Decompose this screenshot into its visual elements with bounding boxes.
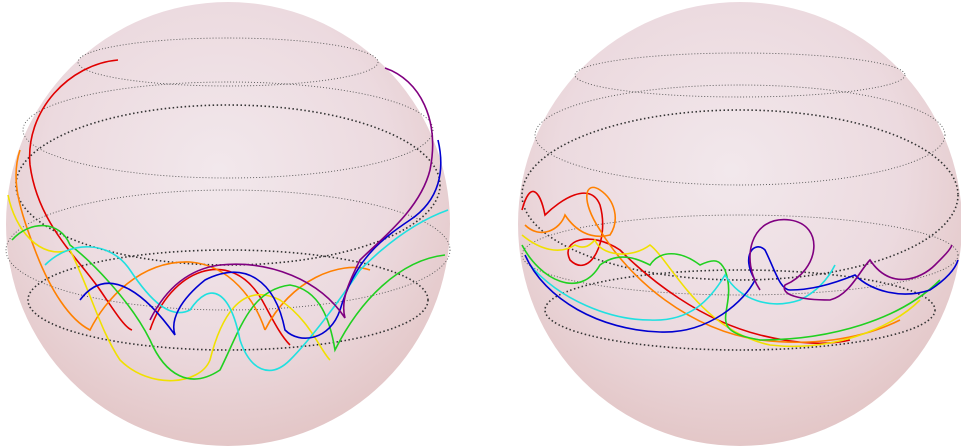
curve <box>529 264 836 321</box>
latitude <box>77 37 379 87</box>
latitude <box>534 84 946 186</box>
latitude <box>27 249 429 351</box>
curve <box>149 67 434 321</box>
left-sphere <box>5 2 451 446</box>
curve <box>524 186 901 344</box>
latitude <box>5 189 451 311</box>
curve <box>521 244 941 341</box>
right-sphere <box>518 2 961 446</box>
latitude <box>521 214 959 296</box>
curve <box>524 246 959 333</box>
curve <box>749 218 953 301</box>
sphere <box>6 2 450 446</box>
curve <box>79 139 442 339</box>
latitude <box>22 81 434 179</box>
curve <box>44 209 449 372</box>
curve <box>11 224 446 380</box>
latitude <box>521 109 959 281</box>
curve <box>28 59 291 346</box>
curve <box>521 190 851 345</box>
latitude <box>574 52 906 98</box>
curve <box>521 234 921 348</box>
latitude <box>544 269 936 351</box>
sphere <box>518 2 961 446</box>
